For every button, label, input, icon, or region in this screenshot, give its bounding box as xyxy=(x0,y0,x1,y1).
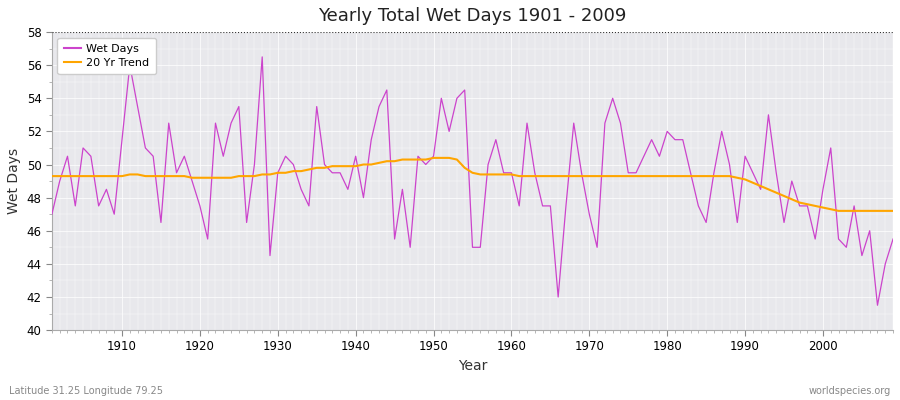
Title: Yearly Total Wet Days 1901 - 2009: Yearly Total Wet Days 1901 - 2009 xyxy=(319,7,626,25)
Text: Latitude 31.25 Longitude 79.25: Latitude 31.25 Longitude 79.25 xyxy=(9,386,163,396)
Legend: Wet Days, 20 Yr Trend: Wet Days, 20 Yr Trend xyxy=(58,38,157,74)
Text: worldspecies.org: worldspecies.org xyxy=(809,386,891,396)
Y-axis label: Wet Days: Wet Days xyxy=(7,148,21,214)
X-axis label: Year: Year xyxy=(458,359,487,373)
